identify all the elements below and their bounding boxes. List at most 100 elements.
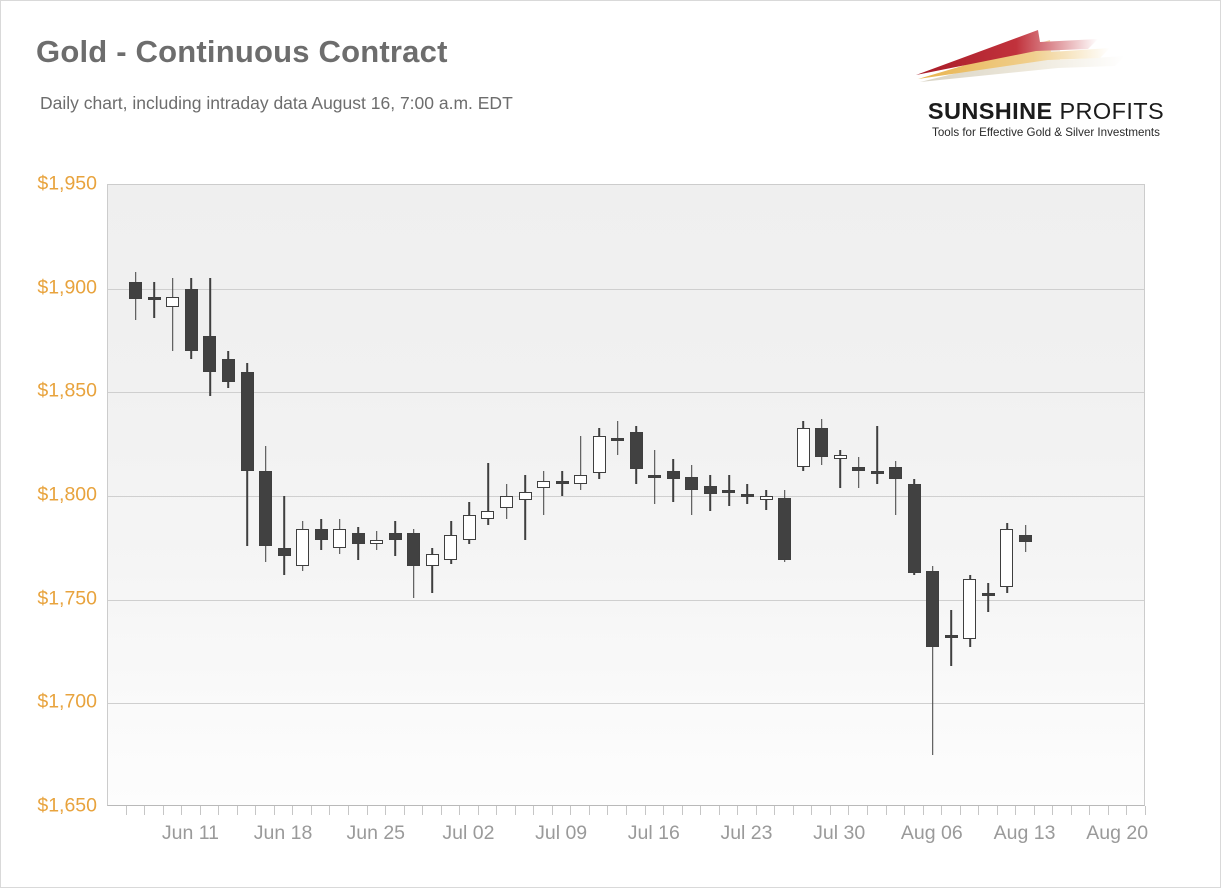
candlestick: [259, 185, 273, 805]
candlestick: [703, 185, 717, 805]
candlestick: [296, 185, 310, 805]
candlestick-body: [981, 593, 995, 597]
candlestick-wick: [542, 471, 545, 515]
x-axis-label: Aug 20: [1086, 822, 1149, 844]
x-axis-tick: [162, 806, 164, 815]
candlestick-body: [500, 496, 514, 509]
x-axis-tick: [1033, 806, 1035, 815]
x-axis-tick: [273, 806, 275, 815]
x-axis-label: Jun 25: [346, 822, 406, 844]
candlestick-body: [537, 481, 551, 488]
x-axis-tick: [922, 806, 924, 815]
candlestick: [1000, 185, 1014, 805]
candlestick: [870, 185, 884, 805]
candlestick-body: [907, 483, 921, 573]
x-axis-label: Aug 06: [900, 822, 963, 844]
x-axis-tick: [310, 806, 312, 815]
x-axis-label: Aug 13: [993, 822, 1056, 844]
candlestick-wick: [857, 456, 860, 488]
logo-wordmark: SUNSHINE PROFITS: [910, 98, 1182, 125]
x-axis-tick: [514, 806, 516, 815]
candlestick: [184, 185, 198, 805]
x-axis-tick: [1126, 806, 1128, 815]
candlestick-body: [314, 529, 328, 540]
candlestick-body: [407, 533, 421, 567]
candlestick-wick: [691, 464, 693, 515]
x-axis-tick: [385, 806, 387, 815]
candlestick-body: [147, 296, 161, 300]
x-axis-tick: [144, 806, 146, 815]
candlestick-body: [629, 431, 643, 470]
x-axis-tick: [978, 806, 980, 815]
x-axis-tick: [607, 806, 609, 815]
candlestick-wick: [894, 460, 897, 515]
gridline: [108, 392, 1144, 394]
x-axis-tick: [885, 806, 887, 815]
y-axis-label: $1,650: [37, 794, 97, 817]
candlestick: [221, 185, 235, 805]
candlestick-body: [184, 288, 198, 351]
x-axis-tick: [644, 806, 646, 815]
candlestick-body: [1019, 535, 1033, 542]
candlestick-body: [1000, 529, 1014, 588]
candlestick: [147, 185, 161, 805]
x-axis-tick: [848, 806, 850, 815]
candlestick-body: [481, 510, 495, 519]
x-axis-label: Jul 02: [442, 822, 495, 844]
x-axis-label: Jun 18: [253, 822, 313, 844]
x-axis-tick: [551, 806, 553, 815]
x-axis-tick: [866, 806, 868, 815]
candlestick-wick: [839, 450, 841, 488]
candlestick: [981, 185, 995, 805]
candlestick: [388, 185, 402, 805]
x-axis-tick: [737, 806, 739, 815]
x-axis-tick: [996, 806, 998, 815]
x-axis-tick: [255, 806, 257, 815]
candlestick: [537, 185, 551, 805]
candlestick: [722, 185, 736, 805]
candlestick: [314, 185, 328, 805]
page-subtitle: Daily chart, including intraday data Aug…: [40, 93, 513, 113]
candlestick-wick: [153, 282, 156, 318]
x-axis-tick: [1052, 806, 1054, 815]
candlestick-body: [259, 471, 273, 546]
candlestick-wick: [524, 475, 526, 540]
candlestick-body: [333, 529, 347, 548]
candlestick: [740, 185, 754, 805]
candlestick: [629, 185, 643, 805]
candlestick-body: [944, 634, 958, 638]
candlestick-wick: [579, 435, 582, 490]
x-axis-label: Jul 09: [535, 822, 588, 844]
candlestick: [666, 185, 680, 805]
x-axis-tick: [329, 806, 331, 815]
x-axis-tick: [422, 806, 424, 815]
candlestick-body: [277, 547, 291, 557]
price-chart-plot-area: [107, 184, 1145, 806]
candlestick-body: [759, 496, 773, 501]
candlestick-body: [555, 481, 569, 485]
candlestick-body: [666, 471, 680, 480]
candlestick-body: [611, 437, 625, 441]
candlestick: [648, 185, 662, 805]
candlestick-body: [388, 533, 402, 540]
candlestick-wick: [283, 496, 285, 575]
candlestick: [166, 185, 180, 805]
candlestick-body: [444, 535, 458, 561]
x-axis-tick: [1015, 806, 1017, 815]
candlestick: [240, 185, 254, 805]
candlestick-body: [796, 427, 810, 467]
candlestick-body: [815, 427, 829, 457]
candlestick: [778, 185, 792, 805]
x-axis-tick: [1070, 806, 1072, 815]
y-axis-label: $1,850: [37, 379, 97, 402]
candlestick-body: [518, 491, 532, 501]
x-axis-tick: [496, 806, 498, 815]
candlestick: [685, 185, 699, 805]
x-axis-tick: [347, 806, 349, 815]
x-axis-tick: [700, 806, 702, 815]
candlestick-body: [685, 477, 699, 490]
candlestick-wick: [950, 610, 953, 666]
y-axis-label: $1,950: [37, 172, 97, 195]
x-axis-label: Jun 11: [161, 822, 219, 844]
candlestick-body: [129, 282, 143, 300]
